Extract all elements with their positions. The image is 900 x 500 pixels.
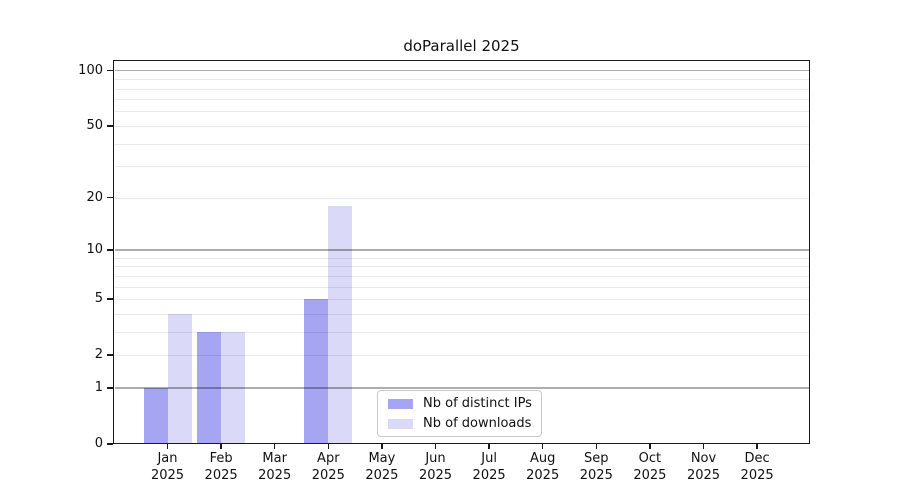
y-tick [107, 196, 113, 199]
x-tick [220, 444, 222, 449]
x-tick [488, 444, 490, 449]
legend-label: Nb of distinct IPs [423, 396, 532, 411]
bar-downloads-apr [328, 205, 353, 444]
y-tick [107, 387, 113, 389]
x-tick-label: Oct 2025 [633, 451, 667, 483]
y-tick-label: 50 [86, 117, 103, 133]
x-tick [327, 444, 330, 449]
x-tick-label: Jul 2025 [472, 451, 506, 483]
legend-swatch-distinct-ips [388, 398, 413, 409]
x-tick-label: Mar 2025 [258, 451, 292, 483]
y-tick-label: 0 [94, 436, 103, 451]
y-tick [107, 249, 113, 251]
y-tick-label: 20 [86, 189, 103, 205]
x-tick [702, 444, 705, 449]
x-tick-label: Jun 2025 [418, 451, 453, 483]
y-tick-label: 1 [94, 379, 103, 395]
y-tick [107, 443, 113, 445]
y-tick [107, 125, 113, 127]
legend: Nb of distinct IPs Nb of downloads [377, 390, 542, 437]
x-tick [756, 444, 758, 449]
x-tick-label: Jan 2025 [150, 451, 185, 483]
legend-swatch-downloads [388, 418, 413, 429]
x-tick [273, 444, 276, 449]
y-tick [107, 69, 113, 72]
x-tick [541, 444, 544, 449]
x-tick-label: Aug 2025 [526, 451, 560, 483]
x-tick-label: Nov 2025 [686, 451, 721, 483]
x-tick-label: May 2025 [365, 451, 399, 483]
x-tick-label: Dec 2025 [740, 451, 774, 483]
x-tick [595, 444, 598, 449]
x-tick [649, 444, 651, 449]
x-tick [381, 444, 383, 449]
y-tick [107, 298, 113, 300]
y-tick-label: 100 [78, 62, 103, 78]
x-tick [166, 444, 169, 449]
chart-title: doParallel 2025 [403, 37, 520, 55]
bar-distinct-ips-jan [143, 387, 168, 444]
bar-downloads-jan [167, 313, 192, 444]
legend-item-downloads: Nb of downloads [388, 416, 541, 431]
bar-downloads-feb [221, 331, 246, 444]
bar-distinct-ips-apr [304, 299, 329, 444]
legend-item-distinct-ips: Nb of distinct IPs [388, 396, 541, 411]
y-tick-label: 10 [86, 242, 103, 258]
legend-label: Nb of downloads [423, 416, 532, 431]
x-tick-label: Feb 2025 [204, 451, 238, 483]
bar-distinct-ips-feb [197, 331, 222, 444]
x-tick [434, 444, 437, 449]
y-tick-label: 2 [94, 347, 103, 363]
y-tick [107, 354, 113, 356]
x-tick-label: Sep 2025 [579, 451, 613, 483]
y-tick-label: 5 [94, 291, 103, 307]
x-tick-label: Apr 2025 [311, 451, 345, 483]
